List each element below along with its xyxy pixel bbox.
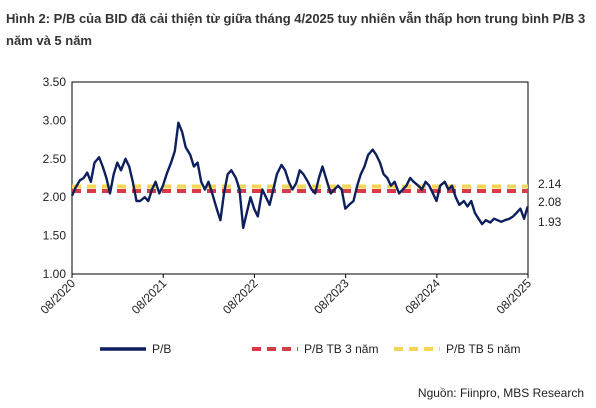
x-tick-label: 08/2025 [494, 276, 535, 317]
end-value-label: 1.93 [538, 215, 562, 229]
legend-label: P/B [152, 342, 171, 356]
x-tick-label: 08/2021 [129, 276, 170, 317]
y-tick-label: 3.00 [43, 113, 67, 127]
y-tick-label: 2.50 [43, 152, 67, 166]
source-note: Nguồn: Fiinpro, MBS Research [417, 386, 584, 400]
x-tick-label: 08/2024 [402, 276, 443, 317]
x-tick-label: 08/2023 [311, 276, 352, 317]
y-tick-label: 3.50 [43, 75, 67, 89]
legend-label: P/B TB 3 năm [304, 342, 378, 356]
y-tick-label: 1.50 [43, 229, 67, 243]
pb-line [70, 121, 529, 230]
end-value-label: 2.08 [538, 195, 562, 209]
legend-label: P/B TB 5 năm [446, 342, 520, 356]
y-tick-label: 2.00 [43, 190, 67, 204]
end-value-label: 2.14 [538, 177, 562, 191]
end-labels: 2.14 2.08 1.93 [538, 177, 562, 229]
y-tick-label: 1.00 [43, 267, 67, 281]
y-axis: 3.50 3.00 2.50 2.00 1.50 1.00 [43, 75, 67, 281]
x-axis: 08/2020 08/2021 08/2022 08/2023 08/2024 08/20… [38, 274, 535, 317]
legend: P/B P/B TB 3 năm P/B TB 5 năm [100, 342, 520, 356]
plot-area [71, 81, 529, 275]
chart-title: Hình 2: P/B của BID đã cải thiện từ giữa… [6, 11, 586, 48]
x-tick-label: 08/2022 [220, 276, 261, 317]
series-group [70, 121, 529, 230]
x-tick-label: 08/2020 [38, 276, 79, 317]
